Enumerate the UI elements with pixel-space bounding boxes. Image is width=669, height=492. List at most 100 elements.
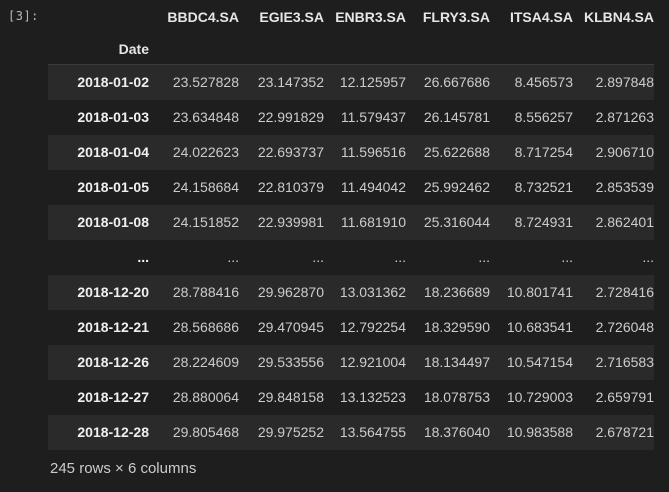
table-row: 2018-01-02 23.527828 23.147352 12.125957 26.…	[48, 64, 654, 100]
empty-cell	[159, 34, 239, 65]
table-cell: 2.906710	[595, 144, 654, 160]
table-cell: 18.078753	[423, 389, 490, 405]
table-cell: 25.622688	[423, 144, 490, 160]
header-corner	[48, 0, 159, 34]
row-index: 2018-12-27	[77, 389, 149, 405]
row-index: ...	[137, 249, 149, 265]
table-cell: 10.683541	[506, 319, 573, 335]
row-index: 2018-12-20	[77, 284, 149, 300]
table-cell: 2.726048	[595, 319, 654, 335]
table-row: 2018-12-28 29.805468 29.975252 13.564755 18.…	[48, 414, 654, 450]
empty-cell	[324, 34, 406, 65]
table-cell: 8.717254	[514, 144, 573, 160]
table-cell: 28.788416	[172, 284, 239, 300]
table-cell: 8.556257	[514, 109, 573, 125]
table-cell: 13.564755	[339, 424, 406, 440]
table-cell: ...	[312, 249, 324, 265]
empty-cell	[573, 34, 654, 65]
table-cell: 28.568686	[172, 319, 239, 335]
table-cell: 28.880064	[172, 389, 239, 405]
table-cell: 8.732521	[514, 179, 573, 195]
table-cell: ...	[227, 249, 239, 265]
cell-execution-count: [3]:	[8, 9, 39, 23]
table-cell: 28.224609	[172, 354, 239, 370]
index-name: Date	[118, 41, 149, 57]
row-index: 2018-01-08	[77, 214, 149, 230]
table-cell: 11.596516	[340, 144, 406, 160]
empty-cell	[490, 34, 573, 65]
column-header: ENBR3.SA	[335, 9, 406, 25]
table-cell: ...	[394, 249, 406, 265]
row-index: 2018-12-21	[77, 319, 149, 335]
row-index: 2018-12-28	[77, 424, 149, 440]
column-header-row: BBDC4.SA EGIE3.SA ENBR3.SA FLRY3.SA ITSA…	[48, 0, 654, 34]
table-cell: 18.134497	[423, 354, 490, 370]
table-cell: 8.456573	[514, 74, 573, 91]
table-row: 2018-01-04 24.022623 22.693737 11.596516 25.…	[48, 134, 654, 170]
table-cell: 12.921004	[339, 354, 406, 370]
table-cell: ...	[561, 249, 573, 265]
table-body: 2018-01-02 23.527828 23.147352 12.125957 26.…	[48, 64, 654, 450]
table-cell: 2.716583	[595, 354, 654, 370]
table-cell: 2.659791	[595, 389, 654, 405]
row-index: 2018-01-05	[77, 179, 149, 195]
table-cell: 29.848158	[257, 389, 324, 405]
table-cell: 12.125957	[339, 74, 406, 91]
table-cell: 2.871263	[595, 109, 654, 125]
table-cell: 29.470945	[257, 319, 324, 335]
table-cell: 18.236689	[423, 284, 490, 300]
table-cell: 11.494042	[340, 179, 406, 195]
table-cell: 18.376040	[423, 424, 490, 440]
column-header: KLBN4.SA	[583, 9, 654, 25]
table-cell: 24.158684	[172, 179, 239, 195]
table-cell: 25.992462	[423, 179, 490, 195]
table-cell: ...	[642, 249, 654, 265]
table-cell: 23.147352	[257, 74, 324, 91]
row-index: 2018-01-03	[77, 109, 149, 125]
dataframe-shape: 245 rows × 6 columns	[50, 460, 197, 477]
empty-cell	[239, 34, 324, 65]
table-cell: 23.527828	[172, 74, 239, 91]
row-index: 2018-01-02	[77, 74, 149, 91]
table-cell: 13.132523	[339, 389, 406, 405]
table-cell: ...	[478, 249, 490, 265]
table-cell: 22.810379	[257, 179, 324, 195]
table-cell: 24.151852	[172, 214, 239, 230]
table-cell: 22.991829	[257, 109, 324, 125]
table-cell: 22.939981	[257, 214, 324, 230]
column-header: BBDC4.SA	[167, 9, 239, 25]
table-cell: 12.792254	[339, 319, 406, 335]
table-cell: 22.693737	[257, 144, 324, 160]
table-cell: 10.547154	[506, 354, 573, 370]
table-cell: 2.728416	[595, 284, 654, 300]
index-name-row: Date	[48, 34, 654, 65]
table-row: 2018-12-20 28.788416 29.962870 13.031362 18.…	[48, 274, 654, 310]
table-cell: 10.983588	[506, 424, 573, 440]
row-index: 2018-01-04	[77, 144, 149, 160]
table-row: 2018-12-26 28.224609 29.533556 12.921004 18.…	[48, 344, 654, 380]
table-cell: 8.724931	[514, 214, 573, 230]
table-cell: 10.729003	[506, 389, 573, 405]
table-cell: 11.681910	[340, 214, 406, 230]
table-cell: 18.329590	[423, 319, 490, 335]
table-cell: 26.667686	[423, 74, 490, 91]
table-row: 2018-12-27 28.880064 29.848158 13.132523 18.…	[48, 379, 654, 415]
table-row: 2018-01-05 24.158684 22.810379 11.494042 25.…	[48, 169, 654, 205]
column-header: FLRY3.SA	[422, 9, 490, 25]
empty-cell	[406, 34, 490, 65]
column-header: EGIE3.SA	[259, 9, 324, 25]
table-cell: 2.678721	[595, 424, 654, 440]
table-cell: 13.031362	[339, 284, 406, 300]
table-cell: 29.533556	[257, 354, 324, 370]
column-header: ITSA4.SA	[509, 9, 573, 25]
table-cell: 11.579437	[340, 109, 406, 125]
dataframe-table: BBDC4.SA EGIE3.SA ENBR3.SA FLRY3.SA ITSA…	[48, 0, 654, 450]
table-cell: 29.975252	[257, 424, 324, 440]
table-cell: 24.022623	[172, 144, 239, 160]
table-cell: 26.145781	[423, 109, 490, 125]
table-cell: 23.634848	[172, 109, 239, 125]
table-cell: 29.962870	[257, 284, 324, 300]
table-row: 2018-12-21 28.568686 29.470945 12.792254 18.…	[48, 309, 654, 345]
cell-output: BBDC4.SA EGIE3.SA ENBR3.SA FLRY3.SA ITSA…	[48, 0, 669, 450]
row-index: 2018-12-26	[77, 354, 149, 370]
